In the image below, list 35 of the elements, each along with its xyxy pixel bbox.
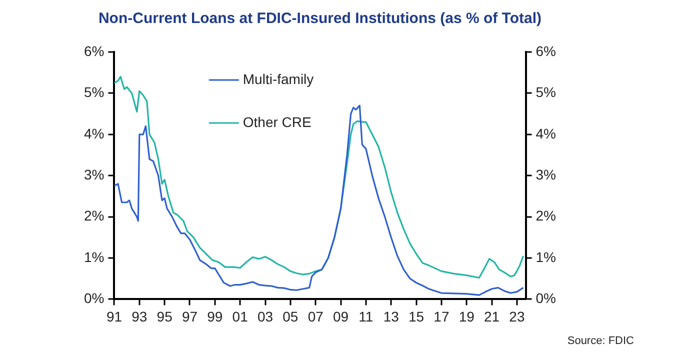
x-tick-label: 23 xyxy=(509,308,525,324)
y-tick-label: 4% xyxy=(84,125,104,142)
x-tick-label: 15 xyxy=(408,308,424,324)
x-tick-label: 11 xyxy=(358,308,374,324)
y2-tick-label: 1% xyxy=(536,248,556,265)
x-tick-label: 03 xyxy=(257,308,274,324)
x-tick-label: 01 xyxy=(232,308,248,324)
x-tick-label: 99 xyxy=(207,308,223,324)
source-note: Source: FDIC xyxy=(567,335,634,347)
y-tick-label: 1% xyxy=(84,248,104,265)
y-tick-label: 3% xyxy=(84,166,104,182)
x-tick-label: 17 xyxy=(434,308,450,324)
y2-tick-label: 3% xyxy=(536,166,556,182)
x-tick-label: 19 xyxy=(458,308,475,324)
y2-tick-label: 2% xyxy=(536,208,556,224)
legend-label: Multi-family xyxy=(242,70,314,87)
x-tick-label: 13 xyxy=(383,308,400,324)
y2-tick-label: 4% xyxy=(536,125,556,142)
legend-label: Other CRE xyxy=(242,114,312,130)
y-tick-label: 2% xyxy=(84,208,104,224)
x-tick-label: 97 xyxy=(182,308,198,324)
x-tick-label: 93 xyxy=(132,308,148,324)
chart-title: Non-Current Loans at FDIC-Insured Institutions (as % of Total) xyxy=(98,10,542,28)
x-tick-label: 21 xyxy=(484,308,500,324)
y2-tick-label: 0% xyxy=(536,290,556,306)
y2-tick-label: 6% xyxy=(536,42,556,59)
y-tick-label: 5% xyxy=(84,84,104,100)
x-tick-label: 07 xyxy=(308,308,324,324)
y-tick-label: 0% xyxy=(84,290,104,306)
y-tick-label: 6% xyxy=(84,42,104,59)
y2-tick-label: 5% xyxy=(536,84,556,100)
x-tick-label: 05 xyxy=(282,308,298,324)
x-tick-label: 95 xyxy=(156,308,173,324)
x-tick-label: 09 xyxy=(332,308,349,324)
x-tick-label: 91 xyxy=(106,308,122,324)
